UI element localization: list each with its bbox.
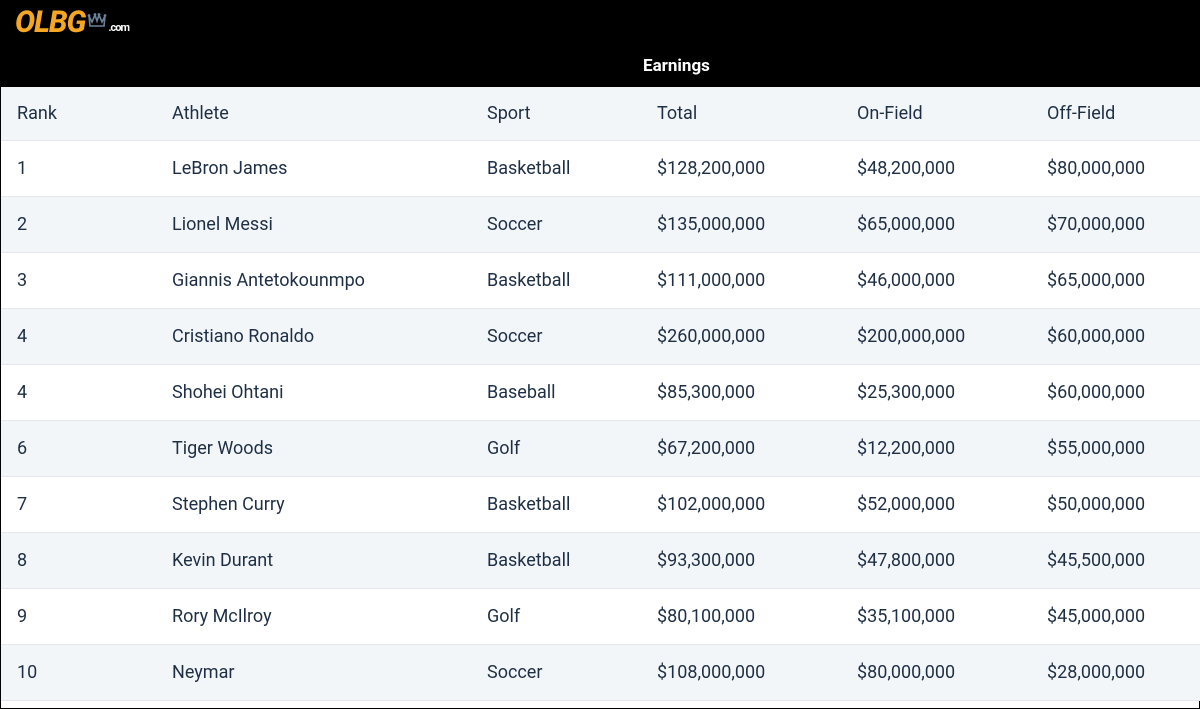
cell-athlete: Kevin Durant <box>156 533 471 589</box>
cell-on: $48,200,000 <box>841 141 1031 197</box>
cell-rank: 10 <box>1 645 156 701</box>
cell-off: $65,000,000 <box>1031 253 1200 309</box>
cell-total: $102,000,000 <box>641 477 841 533</box>
table-row: 2Lionel MessiSoccer$135,000,000$65,000,0… <box>1 197 1200 253</box>
cell-sport: Basketball <box>471 477 641 533</box>
cell-on: $65,000,000 <box>841 197 1031 253</box>
cell-total: $111,000,000 <box>641 253 841 309</box>
col-header-total: Total <box>641 87 841 141</box>
cell-athlete: Cristiano Ronaldo <box>156 309 471 365</box>
cell-on: $200,000,000 <box>841 309 1031 365</box>
col-header-athlete: Athlete <box>156 87 471 141</box>
cell-total: $67,200,000 <box>641 421 841 477</box>
cell-sport: Soccer <box>471 197 641 253</box>
table-row: 8Kevin DurantBasketball$93,300,000$47,80… <box>1 533 1200 589</box>
earnings-label: Earnings <box>1 56 710 76</box>
cell-rank: 8 <box>1 533 156 589</box>
cell-off: $28,000,000 <box>1031 645 1200 701</box>
cell-total: $93,300,000 <box>641 533 841 589</box>
cell-athlete: Neymar <box>156 645 471 701</box>
cell-rank: 3 <box>1 253 156 309</box>
cell-athlete: Giannis Antetokounmpo <box>156 253 471 309</box>
table-row: 4Cristiano RonaldoSoccer$260,000,000$200… <box>1 309 1200 365</box>
table-row: 10NeymarSoccer$108,000,000$80,000,000$28… <box>1 645 1200 701</box>
cell-off: $50,000,000 <box>1031 477 1200 533</box>
table-row: 4Shohei OhtaniBaseball$85,300,000$25,300… <box>1 365 1200 421</box>
cell-sport: Soccer <box>471 309 641 365</box>
cell-athlete: Lionel Messi <box>156 197 471 253</box>
cell-athlete: LeBron James <box>156 141 471 197</box>
table-row: 3Giannis AntetokounmpoBasketball$111,000… <box>1 253 1200 309</box>
cell-off: $70,000,000 <box>1031 197 1200 253</box>
cell-sport: Golf <box>471 589 641 645</box>
col-header-onfield: On-Field <box>841 87 1031 141</box>
logo-bar: OLBG .com <box>1 1 1199 45</box>
cell-off: $60,000,000 <box>1031 365 1200 421</box>
cell-on: $80,000,000 <box>841 645 1031 701</box>
cell-off: $45,000,000 <box>1031 589 1200 645</box>
cell-rank: 6 <box>1 421 156 477</box>
cell-off: $45,500,000 <box>1031 533 1200 589</box>
cell-athlete: Rory McIlroy <box>156 589 471 645</box>
cell-sport: Basketball <box>471 141 641 197</box>
col-header-offfield: Off-Field <box>1031 87 1200 141</box>
cell-rank: 7 <box>1 477 156 533</box>
cell-on: $46,000,000 <box>841 253 1031 309</box>
cell-athlete: Stephen Curry <box>156 477 471 533</box>
cell-sport: Basketball <box>471 533 641 589</box>
cell-rank: 9 <box>1 589 156 645</box>
logo-text-main: OLBG <box>15 8 85 38</box>
col-header-rank: Rank <box>1 87 156 141</box>
earnings-group-header: Earnings <box>1 45 1199 87</box>
table-header-row: Rank Athlete Sport Total On-Field Off-Fi… <box>1 87 1200 141</box>
site-logo: OLBG .com <box>15 8 129 38</box>
cell-total: $260,000,000 <box>641 309 841 365</box>
cell-total: $85,300,000 <box>641 365 841 421</box>
cell-sport: Baseball <box>471 365 641 421</box>
cell-off: $60,000,000 <box>1031 309 1200 365</box>
cell-rank: 2 <box>1 197 156 253</box>
cell-athlete: Tiger Woods <box>156 421 471 477</box>
cell-on: $35,100,000 <box>841 589 1031 645</box>
cell-total: $135,000,000 <box>641 197 841 253</box>
table-row: 7Stephen CurryBasketball$102,000,000$52,… <box>1 477 1200 533</box>
cell-on: $12,200,000 <box>841 421 1031 477</box>
col-header-sport: Sport <box>471 87 641 141</box>
cell-on: $25,300,000 <box>841 365 1031 421</box>
cell-off: $80,000,000 <box>1031 141 1200 197</box>
table-row: 6Tiger WoodsGolf$67,200,000$12,200,000$5… <box>1 421 1200 477</box>
cell-rank: 1 <box>1 141 156 197</box>
table-row: 1LeBron JamesBasketball$128,200,000$48,2… <box>1 141 1200 197</box>
cell-sport: Soccer <box>471 645 641 701</box>
cell-total: $80,100,000 <box>641 589 841 645</box>
cell-rank: 4 <box>1 309 156 365</box>
page-container: OLBG .com Earnings <box>0 0 1200 709</box>
earnings-table: Rank Athlete Sport Total On-Field Off-Fi… <box>1 87 1200 701</box>
cell-off: $55,000,000 <box>1031 421 1200 477</box>
cell-on: $47,800,000 <box>841 533 1031 589</box>
table-row: 9Rory McIlroyGolf$80,100,000$35,100,000$… <box>1 589 1200 645</box>
cell-on: $52,000,000 <box>841 477 1031 533</box>
cell-athlete: Shohei Ohtani <box>156 365 471 421</box>
cell-sport: Golf <box>471 421 641 477</box>
cell-rank: 4 <box>1 365 156 421</box>
logo-text-suffix: .com <box>108 21 129 34</box>
cell-total: $128,200,000 <box>641 141 841 197</box>
cell-sport: Basketball <box>471 253 641 309</box>
cell-total: $108,000,000 <box>641 645 841 701</box>
crown-icon <box>87 12 107 34</box>
